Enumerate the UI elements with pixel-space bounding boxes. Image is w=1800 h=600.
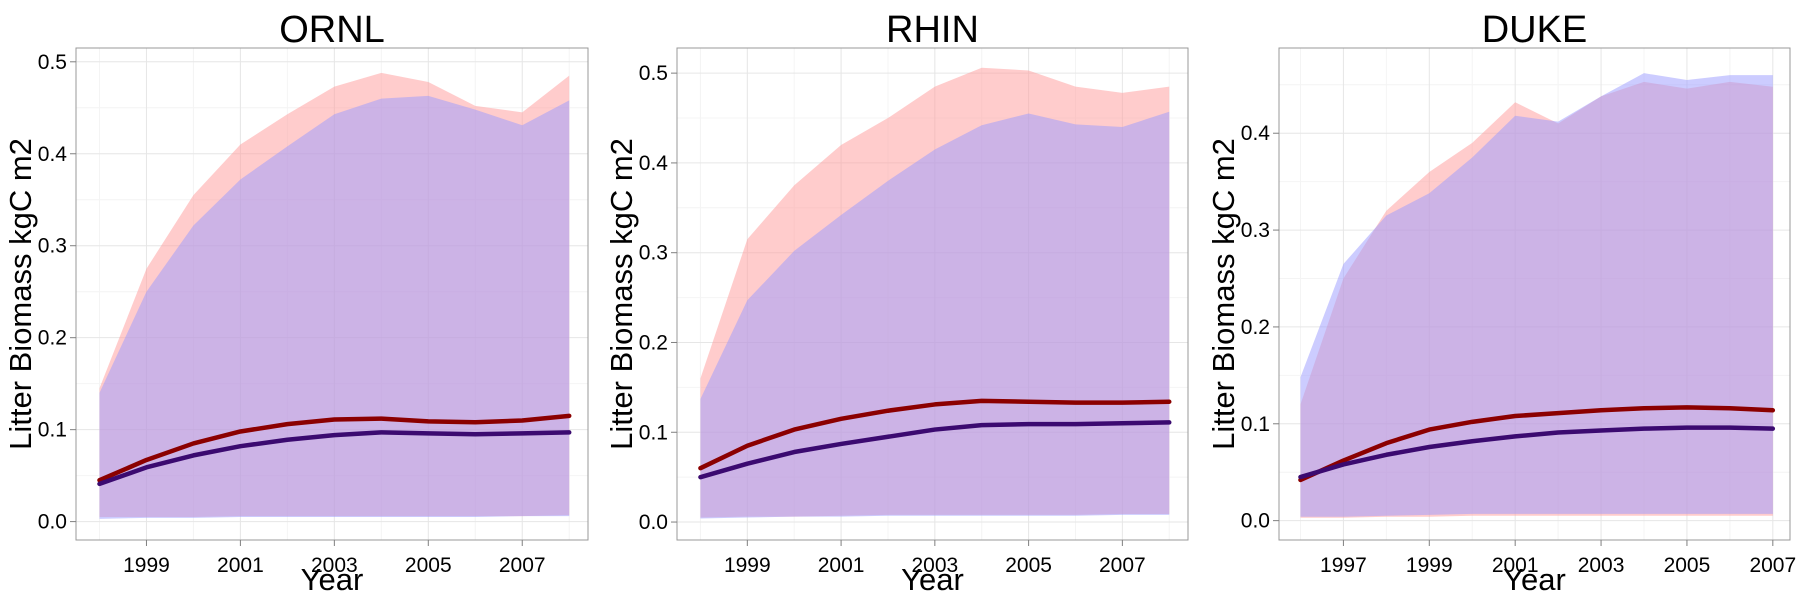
x-tick-label: 2003 (911, 554, 958, 577)
y-tick-label: 0.4 (38, 143, 68, 166)
y-tick-label: 0.3 (38, 235, 67, 258)
x-axis-title: Year (301, 562, 364, 597)
x-tick-label: 2007 (1099, 554, 1146, 577)
panel-border (75, 47, 589, 541)
y-tick-label: 0.5 (639, 62, 668, 85)
series-1-line (1298, 405, 1776, 483)
y-tick-label: 0.3 (1241, 219, 1270, 242)
series-2-line (97, 430, 572, 487)
chart-title: RHIN (886, 9, 979, 51)
panel-rhin: 0.0 0.1 0.2 0.3 0.4 0.5 1999 2001 2003 2005 2007 RH… (604, 9, 1189, 597)
y-axis-title: Litter Biomass kgC m2 (3, 138, 38, 450)
panel-border (1278, 47, 1791, 541)
y-tick-label: 0.2 (38, 327, 67, 350)
x-tick-label: 2005 (1005, 554, 1052, 577)
series-1-line (97, 413, 572, 483)
x-tick-label: 2003 (311, 554, 358, 577)
x-tick-label: 2001 (818, 554, 865, 577)
panel-duke: 0.0 0.1 0.2 0.3 0.4 1997 1999 2001 2003 2005 2007 D… (1206, 9, 1796, 597)
panel-ornl: 0.0 0.1 0.2 0.3 0.4 0.5 1999 2001 2003 2005 2007 OR… (3, 9, 589, 597)
y-tick-label: 0.0 (38, 511, 67, 534)
y-tick-label: 0.1 (1241, 413, 1270, 436)
x-tick-label: 1999 (724, 554, 771, 577)
y-tick-label: 0.0 (639, 511, 668, 534)
series-2-line (698, 420, 1172, 480)
series-2-band (99, 95, 570, 519)
series-2-line (1298, 425, 1776, 480)
y-tick-label: 0.2 (639, 331, 668, 354)
x-tick-label: 2007 (499, 554, 546, 577)
y-tick-label: 0.5 (38, 51, 67, 74)
chart-title: ORNL (279, 9, 385, 51)
y-axis-title: Litter Biomass kgC m2 (604, 138, 639, 450)
x-tick-label: 1999 (123, 554, 170, 577)
y-axis-title: Litter Biomass kgC m2 (1206, 138, 1241, 450)
y-tick-label: 0.4 (1241, 122, 1271, 145)
x-axis-title: Year (1503, 562, 1566, 597)
y-tick-label: 0.2 (1241, 316, 1270, 339)
x-axis-title: Year (901, 562, 964, 597)
y-tick-label: 0.0 (1241, 510, 1270, 533)
y-tick-label: 0.4 (639, 152, 669, 175)
x-tick-label: 1997 (1320, 554, 1367, 577)
x-tick-label: 2001 (217, 554, 264, 577)
x-tick-label: 2001 (1492, 554, 1539, 577)
series-1-line (698, 398, 1172, 471)
x-tick-label: 2005 (1664, 554, 1711, 577)
y-tick-label: 0.3 (639, 242, 668, 265)
y-tick-label: 0.1 (639, 421, 668, 444)
x-tick-label: 2003 (1578, 554, 1625, 577)
x-tick-label: 1999 (1406, 554, 1453, 577)
chart-title: DUKE (1482, 9, 1588, 51)
series-2-band (700, 111, 1170, 519)
x-tick-label: 2007 (1749, 554, 1796, 577)
x-tick-label: 2005 (405, 554, 452, 577)
panel-border (676, 47, 1189, 541)
y-tick-label: 0.1 (38, 419, 67, 442)
